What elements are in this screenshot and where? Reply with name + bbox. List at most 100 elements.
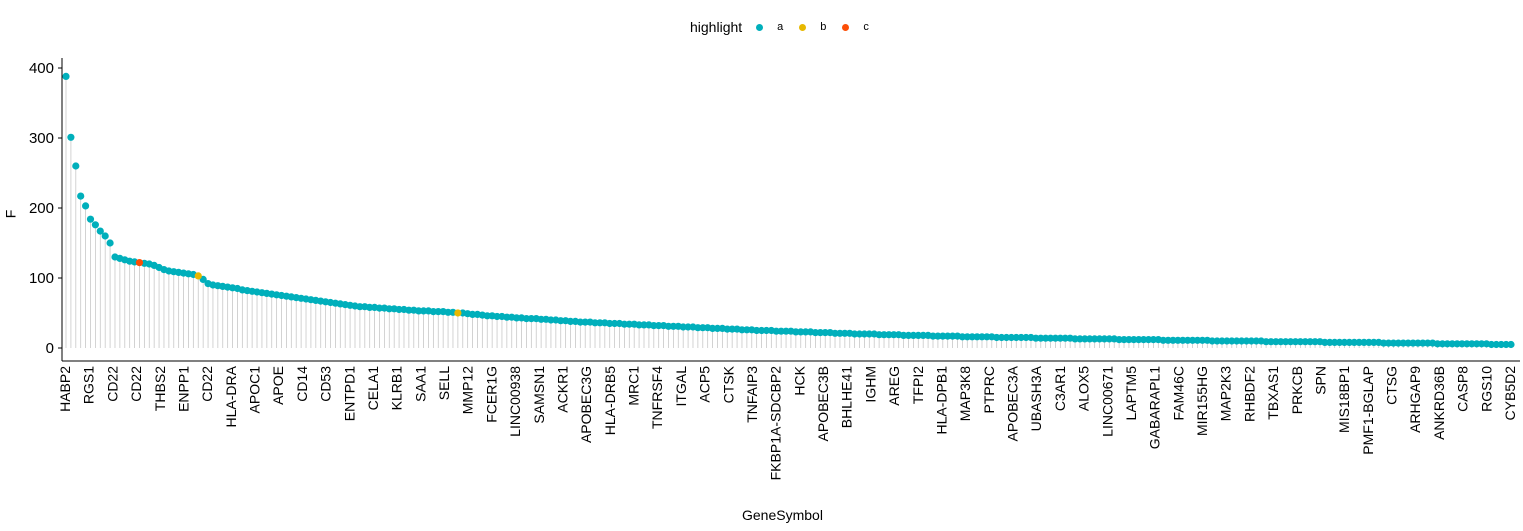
x-tick-labels: HABP2 RGS1 CD22 CD22 THBS2 ENPP1 CD22 HLA-DRA AP… [57, 365, 1518, 480]
x-tick-label: HLA-DPB1 [933, 366, 949, 435]
x-tick-label: RHBDF2 [1241, 366, 1257, 422]
data-point [81, 202, 90, 210]
x-tick-label: CTSK [720, 365, 736, 403]
data-point [91, 221, 99, 229]
x-tick-label: ARHGAP9 [1407, 366, 1423, 433]
x-tick-label: RGS1 [81, 366, 97, 404]
x-tick-label: SAMSN1 [531, 366, 547, 424]
x-tick-label: FCER1G [483, 366, 499, 423]
legend-dot-icon [799, 23, 807, 31]
x-tick-label: HABP2 [57, 366, 73, 412]
y-tick-label: 200 [29, 200, 54, 217]
legend-item-a: a [756, 21, 783, 33]
axes [61, 58, 1520, 362]
legend-label: c [863, 21, 869, 33]
lollipop-segments [65, 76, 1512, 348]
x-tick-label: FKBP1A-SDCBP2 [768, 366, 784, 481]
x-tick-label: CD22 [104, 366, 120, 402]
x-tick-label: LINC00671 [1099, 366, 1115, 437]
x-tick-label: SELL [436, 366, 452, 400]
data-point [106, 239, 114, 247]
data-point [1507, 340, 1515, 349]
x-tick-label: IGHM [862, 366, 878, 403]
x-tick-label: TNFAIP3 [744, 366, 760, 423]
x-tick-label: CASP8 [1455, 366, 1471, 412]
x-tick-label: HLA-DRB5 [602, 366, 618, 435]
data-point [67, 133, 75, 141]
data-point [77, 192, 85, 200]
x-tick-label: BHLHE41 [839, 366, 855, 428]
x-tick-label: CD22 [128, 366, 144, 402]
legend-label: a [777, 21, 784, 33]
y-tick-label: 100 [29, 270, 54, 287]
x-tick-label: PRKCB [1289, 366, 1305, 414]
x-tick-label: SAA1 [412, 366, 428, 402]
x-tick-label: ACKR1 [554, 366, 570, 413]
x-tick-label: LINC00938 [507, 366, 523, 437]
y-axis-title: F [2, 209, 19, 219]
legend-label: b [820, 21, 827, 33]
y-tick-label: 0 [46, 340, 54, 357]
x-tick-label: GABARAPL1 [1147, 366, 1163, 449]
x-tick-label: APOBEC3A [1005, 365, 1021, 441]
legend-item-b: b [799, 21, 826, 33]
x-tick-label: TBXAS1 [1265, 366, 1281, 420]
data-point [86, 215, 95, 223]
x-tick-label: MAP3K8 [957, 366, 973, 421]
x-tick-label: C3AR1 [1052, 366, 1068, 411]
x-tick-label: PMF1-BGLAP [1360, 366, 1376, 455]
y-tick-label: 400 [29, 60, 54, 77]
x-tick-label: ENTPD1 [341, 366, 357, 421]
legend-dot-icon [756, 23, 764, 31]
x-axis-title: GeneSymbol [742, 507, 823, 523]
x-tick-label: KLRB1 [389, 366, 405, 411]
y-ticks: 0 100 200 300 400 [29, 60, 62, 357]
data-point [194, 272, 202, 280]
x-tick-label: CD14 [294, 366, 310, 402]
x-tick-label: MRC1 [626, 366, 642, 406]
data-point [62, 72, 70, 80]
x-tick-label: MAP2K3 [1218, 366, 1234, 421]
legend-title: highlight [690, 19, 743, 35]
x-tick-label: LAPTM5 [1123, 366, 1139, 421]
x-tick-label: ITGAL [673, 366, 689, 407]
x-tick-label: AREG [886, 366, 902, 406]
x-tick-label: CTSG [1384, 366, 1400, 405]
lollipop-points [62, 72, 1515, 349]
x-tick-label: MIR155HG [1194, 366, 1210, 436]
x-tick-label: RGS10 [1478, 366, 1494, 412]
x-tick-label: HLA-DRA [223, 365, 239, 427]
x-tick-label: FAM46C [1170, 366, 1186, 420]
x-tick-label: MIS18BP1 [1336, 366, 1352, 433]
x-tick-label: SPN [1312, 366, 1328, 395]
data-point [454, 309, 462, 317]
x-tick-label: TNFRSF4 [649, 366, 665, 429]
x-tick-label: UBASH3A [1028, 365, 1044, 431]
x-tick-label: TFPI2 [910, 366, 926, 404]
legend: highlight a b c [690, 19, 885, 35]
data-point [96, 227, 104, 235]
x-tick-label: CELA1 [365, 366, 381, 411]
x-tick-label: ANKRD36B [1431, 366, 1447, 440]
data-point [72, 162, 80, 170]
y-tick-label: 300 [29, 130, 54, 147]
x-tick-label: THBS2 [152, 366, 168, 411]
x-tick-label: CYB5D2 [1502, 366, 1518, 421]
x-tick-label: ACP5 [697, 366, 713, 403]
x-tick-label: HCK [791, 365, 807, 395]
x-tick-label: PTPRC [981, 366, 997, 413]
x-tick-label: APOE [270, 366, 286, 405]
x-tick-label: CD53 [318, 366, 334, 402]
data-point [101, 232, 109, 240]
x-tick-label: ALOX5 [1076, 366, 1092, 411]
x-tick-label: MMP12 [460, 366, 476, 414]
x-tick-label: APOC1 [247, 366, 263, 414]
x-tick-label: APOBEC3G [578, 366, 594, 443]
x-tick-label: CD22 [199, 366, 215, 402]
x-tick-label: APOBEC3B [815, 366, 831, 441]
legend-dot-icon [842, 23, 850, 31]
data-point [135, 259, 144, 267]
x-tick-label: ENPP1 [175, 366, 191, 412]
legend-item-c: c [842, 21, 869, 33]
